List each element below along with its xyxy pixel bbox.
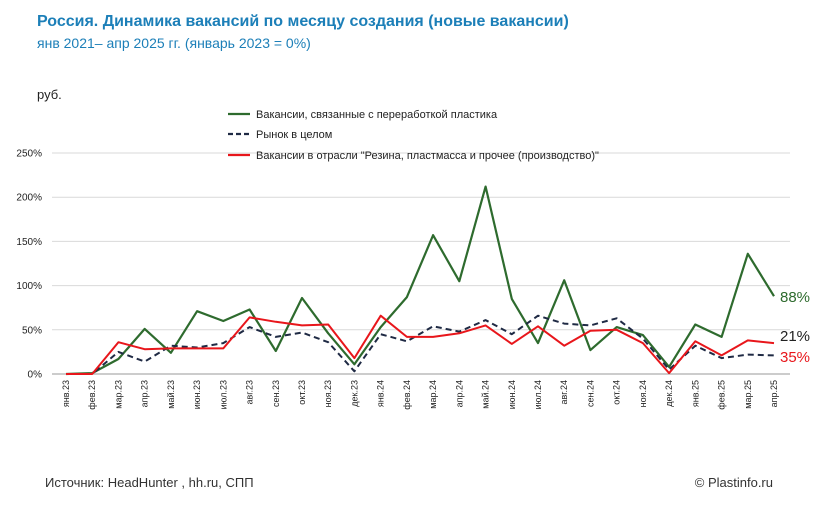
x-tick-label: июн.23: [192, 380, 202, 409]
x-tick-label: мар.24: [428, 380, 438, 409]
y-tick-label: 250%: [16, 149, 42, 160]
x-tick-label: сен.23: [271, 380, 281, 407]
legend-label-2: Вакансии в отрасли "Резина, пластмасса и…: [256, 150, 599, 162]
chart-subtitle: янв 2021– апр 2025 гг. (январь 2023 = 0%…: [37, 35, 311, 51]
x-axis-ticks: янв.23 фев.23 мар.23 апр.23 май.23 июн.23 июл.…: [61, 380, 779, 410]
x-tick-label: мар.25: [743, 380, 753, 409]
y-tick-label: 100%: [16, 281, 42, 292]
x-tick-label: июн.24: [507, 380, 517, 409]
x-tick-label: янв.24: [376, 380, 386, 407]
x-tick-label: мар.23: [113, 380, 123, 409]
legend: Вакансии, связанные с переработкой пласт…: [228, 109, 599, 162]
end-label-2: 35%: [780, 349, 810, 366]
x-tick-label: дек.24: [664, 380, 674, 407]
y-tick-label: 200%: [16, 193, 42, 204]
x-tick-label: сен.24: [585, 380, 595, 407]
x-tick-label: апр.24: [454, 380, 464, 407]
x-tick-label: июл.24: [533, 380, 543, 409]
x-tick-label: янв.23: [61, 380, 71, 407]
series-lines: [65, 185, 775, 376]
end-label-0: 88%: [780, 289, 810, 306]
chart-title: Россия. Динамика вакансий по месяцу созд…: [37, 13, 569, 30]
legend-label-1: Рынок в целом: [256, 129, 332, 141]
y-tick-label: 0%: [28, 370, 43, 381]
x-tick-label: янв.25: [690, 380, 700, 407]
x-tick-label: дек.23: [349, 380, 359, 407]
series-line-0: [65, 185, 775, 376]
y-tick-label: 50%: [22, 325, 42, 336]
x-tick-label: ноя.23: [323, 380, 333, 407]
x-tick-label: май.23: [166, 380, 176, 409]
legend-label-0: Вакансии, связанные с переработкой пласт…: [256, 109, 498, 121]
series-line-1: [66, 314, 775, 375]
x-tick-label: май.24: [481, 380, 491, 409]
unit-label: руб.: [37, 87, 62, 102]
x-tick-label: апр.23: [140, 380, 150, 407]
x-tick-label: окт.23: [297, 380, 307, 405]
x-tick-label: окт.24: [612, 380, 622, 405]
source-note: Источник: HeadHunter , hh.ru, СПП: [45, 475, 254, 490]
y-axis-ticks: 0% 50% 100% 150% 200% 250%: [16, 149, 42, 381]
series-line-2: [66, 314, 775, 375]
x-tick-label: фев.23: [87, 380, 97, 410]
end-label-1: 21%: [780, 328, 810, 345]
x-tick-label: авг.24: [559, 380, 569, 404]
y-tick-label: 150%: [16, 237, 42, 248]
x-tick-label: апр.25: [769, 380, 779, 407]
x-tick-label: июл.23: [218, 380, 228, 409]
end-labels: 88% 21% 35%: [780, 289, 810, 366]
x-tick-label: фев.24: [402, 380, 412, 410]
x-tick-label: фев.25: [717, 380, 727, 410]
x-tick-label: авг.23: [245, 380, 255, 404]
grid: [52, 152, 790, 375]
copyright-note: © Plastinfo.ru: [694, 475, 773, 490]
x-tick-label: ноя.24: [638, 380, 648, 407]
